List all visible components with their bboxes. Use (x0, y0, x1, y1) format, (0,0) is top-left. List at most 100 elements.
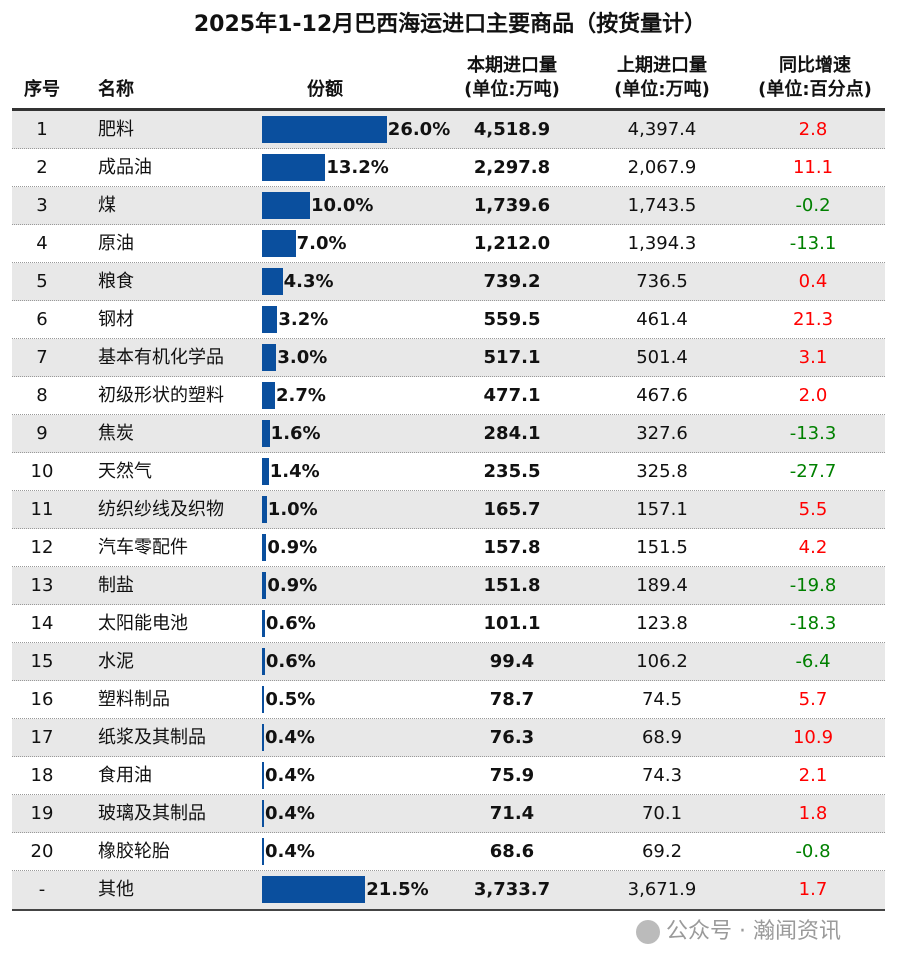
header-name: 名称 (98, 79, 134, 100)
share-label: 0.4% (265, 803, 315, 824)
previous-volume: 736.5 (636, 271, 688, 292)
row-name: 塑料制品 (98, 689, 170, 710)
yoy-growth: 4.2 (798, 537, 828, 558)
row-index: 17 (30, 727, 54, 748)
table-body: 1 肥料 26.0% 4,518.9 4,397.4 2.8 2 成品油 13.2% 2,297.… (12, 111, 885, 909)
row-name: 基本有机化学品 (98, 347, 224, 368)
row-index: 12 (30, 537, 54, 558)
share-label: 4.3% (283, 271, 334, 292)
share-bar (262, 192, 310, 219)
share-label: 1.0% (267, 499, 318, 520)
row-index: 18 (30, 765, 54, 786)
share-bar (262, 838, 264, 865)
row-index: 5 (36, 271, 48, 292)
row-index: 15 (30, 651, 54, 672)
share-bar (262, 610, 265, 637)
current-volume: 3,733.7 (473, 879, 551, 900)
row-index: 9 (36, 423, 48, 444)
header-yoy: 同比增速 (单位:百分点) (745, 54, 885, 102)
row-name: 其他 (98, 879, 134, 900)
previous-volume: 157.1 (636, 499, 688, 520)
row-index: - (38, 879, 46, 900)
chart-title: 2025年1-12月巴西海运进口主要商品（按货量计） (193, 12, 707, 37)
share-label: 2.7% (275, 385, 326, 406)
share-bar (262, 154, 326, 181)
share-label: 0.9% (267, 575, 318, 596)
share-label: 13.2% (326, 157, 389, 178)
row-index: 19 (30, 803, 54, 824)
previous-volume: 4,397.4 (627, 119, 697, 140)
header-current-volume: 本期进口量 (单位:万吨) (452, 54, 572, 102)
yoy-growth: 5.5 (798, 499, 828, 520)
row-name: 玻璃及其制品 (98, 803, 206, 824)
row-index: 1 (36, 119, 48, 140)
share-label: 0.4% (265, 765, 315, 786)
current-volume: 157.8 (483, 537, 541, 558)
row-index: 3 (36, 195, 48, 216)
row-name: 煤 (98, 195, 116, 216)
table-row: 5 粮食 4.3% 739.2 736.5 0.4 (12, 263, 885, 301)
share-label: 10.0% (311, 195, 374, 216)
header-yoy-line2: (单位:百分点) (758, 79, 872, 100)
row-name: 水泥 (98, 651, 134, 672)
table-row: 7 基本有机化学品 3.0% 517.1 501.4 3.1 (12, 339, 885, 377)
row-index: 20 (30, 841, 54, 862)
share-label: 0.6% (265, 651, 316, 672)
share-bar (262, 762, 264, 789)
row-name: 汽车零配件 (98, 537, 188, 558)
table-row: 9 焦炭 1.6% 284.1 327.6 -13.3 (12, 415, 885, 453)
share-label: 26.0% (387, 119, 451, 140)
header-previous-line1: 上期进口量 (617, 55, 707, 76)
yoy-growth: -0.8 (795, 841, 831, 862)
yoy-growth: 10.9 (792, 727, 834, 748)
share-bar (262, 382, 275, 409)
row-index: 2 (36, 157, 48, 178)
row-name: 初级形状的塑料 (98, 385, 224, 406)
current-volume: 284.1 (483, 423, 541, 444)
table-row: 12 汽车零配件 0.9% 157.8 151.5 4.2 (12, 529, 885, 567)
row-index: 14 (30, 613, 54, 634)
row-index: 11 (30, 499, 54, 520)
table-row: 17 纸浆及其制品 0.4% 76.3 68.9 10.9 (12, 719, 885, 757)
share-label: 21.5% (366, 879, 429, 900)
row-name: 钢材 (98, 309, 134, 330)
header-index: 序号 (24, 79, 60, 100)
share-label: 0.4% (265, 841, 315, 862)
share-bar (262, 344, 277, 371)
share-bar (262, 116, 387, 143)
yoy-growth: 2.0 (798, 385, 828, 406)
share-bar (262, 306, 278, 333)
share-bar (262, 420, 270, 447)
previous-volume: 69.2 (641, 841, 683, 862)
share-label: 3.0% (277, 347, 328, 368)
previous-volume: 467.6 (636, 385, 688, 406)
current-volume: 78.7 (489, 689, 535, 710)
yoy-growth: -13.1 (789, 233, 837, 254)
row-name: 天然气 (98, 461, 152, 482)
share-bar (262, 800, 264, 827)
row-index: 13 (30, 575, 54, 596)
row-name: 橡胶轮胎 (98, 841, 170, 862)
previous-volume: 70.1 (641, 803, 683, 824)
row-name: 食用油 (98, 765, 152, 786)
current-volume: 739.2 (483, 271, 541, 292)
row-name: 粮食 (98, 271, 134, 292)
yoy-growth: 0.4 (798, 271, 828, 292)
row-index: 7 (36, 347, 48, 368)
table-row: 8 初级形状的塑料 2.7% 477.1 467.6 2.0 (12, 377, 885, 415)
yoy-growth: 2.8 (798, 119, 828, 140)
previous-volume: 325.8 (636, 461, 688, 482)
table-row: 10 天然气 1.4% 235.5 325.8 -27.7 (12, 453, 885, 491)
current-volume: 151.8 (483, 575, 541, 596)
table-row: 14 太阳能电池 0.6% 101.1 123.8 -18.3 (12, 605, 885, 643)
table-row: 3 煤 10.0% 1,739.6 1,743.5 -0.2 (12, 187, 885, 225)
previous-volume: 2,067.9 (627, 157, 697, 178)
share-bar (262, 534, 267, 561)
header-yoy-line1: 同比增速 (779, 55, 851, 76)
table-row: 20 橡胶轮胎 0.4% 68.6 69.2 -0.8 (12, 833, 885, 871)
table-row: 2 成品油 13.2% 2,297.8 2,067.9 11.1 (12, 149, 885, 187)
current-volume: 235.5 (483, 461, 541, 482)
header-current-line1: 本期进口量 (467, 55, 557, 76)
previous-volume: 3,671.9 (627, 879, 697, 900)
share-bar (262, 458, 269, 485)
